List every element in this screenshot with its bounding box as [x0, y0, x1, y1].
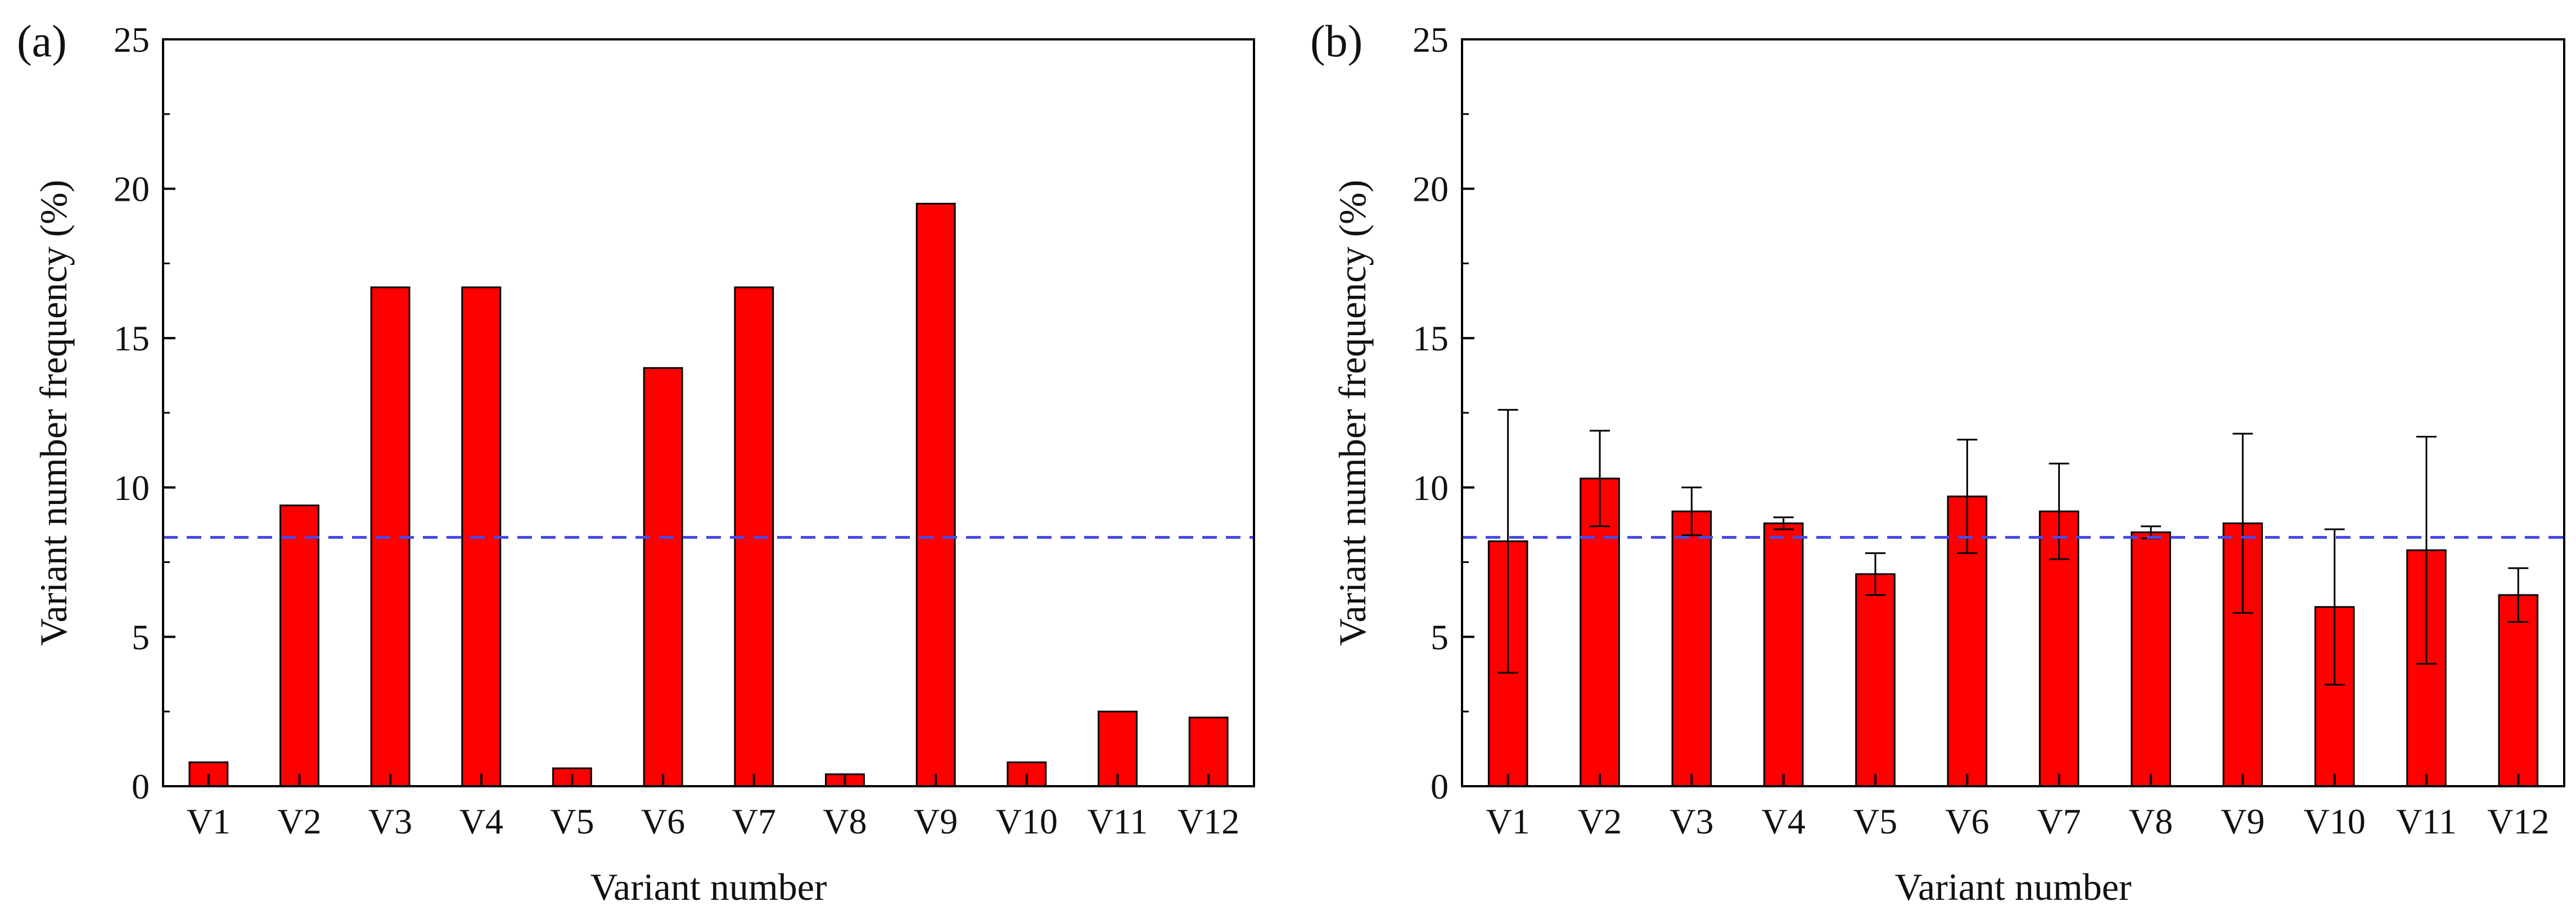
- x-tick-label-v4: V4: [459, 801, 503, 841]
- error-bar-v5: [1865, 552, 1885, 596]
- x-tick-label-v10: V10: [2304, 801, 2366, 841]
- x-tick-label-v2: V2: [1578, 801, 1622, 841]
- plot-frame: [162, 38, 1255, 787]
- x-tick-label-v12: V12: [1178, 801, 1239, 841]
- x-tick-label-v3: V3: [1670, 801, 1713, 841]
- y-tick-label: 15: [1413, 318, 1449, 358]
- panel-b: (b) 0 5 10 15 20 25 V1 V2 V3 V4 V5 V6 V7 V8 V9 V10 V11 V…: [1310, 17, 2565, 908]
- bar-v11: [1098, 710, 1138, 787]
- x-axis-label: Variant number: [1894, 866, 2131, 908]
- error-bar-v4: [1773, 516, 1794, 530]
- y-tick-label: 10: [1413, 468, 1449, 508]
- error-bar-v2: [1590, 430, 1610, 528]
- x-tick-label-v5: V5: [550, 801, 594, 841]
- x-tick-label-v10: V10: [996, 801, 1058, 841]
- bar-v3: [1671, 510, 1712, 787]
- y-tick-label: 25: [1413, 20, 1449, 60]
- x-tick-label-v8: V8: [823, 801, 867, 841]
- bar-v4: [1763, 522, 1804, 787]
- panel-a: (a) 0 5 10 15 20 25 V1 V2 V3 V4 V5 V6 V7 V8 V9 V10 V11 V…: [17, 17, 1255, 908]
- error-bar-v7: [2049, 462, 2069, 560]
- x-tick-label-v6: V6: [1945, 801, 1989, 841]
- bar-v2: [279, 504, 319, 787]
- error-bar-v6: [1957, 439, 1978, 555]
- x-tick-label-v2: V2: [277, 801, 321, 841]
- x-tick-label-v8: V8: [2129, 801, 2173, 841]
- x-tick-label-v1: V1: [1486, 801, 1530, 841]
- bar-v2: [1580, 477, 1620, 787]
- y-tick-label: 10: [114, 468, 150, 508]
- x-tick-label-v4: V4: [1762, 801, 1806, 841]
- x-tick-label-v11: V11: [1088, 801, 1148, 841]
- x-tick-label-v12: V12: [2487, 801, 2549, 841]
- x-tick-label-v7: V7: [2037, 801, 2081, 841]
- x-tick-label-v3: V3: [368, 801, 412, 841]
- y-tick-label: 0: [1431, 767, 1449, 806]
- y-tick-label: 5: [132, 617, 150, 657]
- x-tick-label-v11: V11: [2396, 801, 2457, 841]
- y-tick-label: 20: [1413, 169, 1449, 209]
- error-bar-v9: [2232, 432, 2253, 614]
- plot-frame: [1461, 38, 2565, 787]
- bar-v12: [2498, 594, 2539, 787]
- panel-label: (a): [17, 17, 67, 66]
- y-tick-label: 20: [114, 169, 150, 209]
- y-tick-label: 5: [1431, 617, 1449, 657]
- bar-v9: [915, 202, 956, 787]
- bar-v8: [2131, 531, 2171, 787]
- x-axis-label: Variant number: [590, 866, 827, 908]
- error-bar-v3: [1681, 486, 1702, 537]
- x-tick-label-v7: V7: [732, 801, 776, 841]
- y-tick-label: 15: [114, 318, 150, 358]
- error-bar-v12: [2508, 567, 2529, 623]
- y-tick-label: 0: [132, 767, 150, 806]
- y-tick-label: 25: [114, 20, 150, 60]
- x-tick-label-v5: V5: [1853, 801, 1897, 841]
- error-bar-v10: [2324, 528, 2345, 686]
- x-tick-label-v6: V6: [641, 801, 685, 841]
- error-bar-v11: [2416, 435, 2437, 665]
- y-axis-label: Variant number frequency (%): [32, 180, 75, 646]
- error-bar-v1: [1497, 409, 1518, 674]
- bar-v5: [1855, 573, 1896, 787]
- x-tick-label-v9: V9: [2221, 801, 2264, 841]
- x-tick-label-v9: V9: [914, 801, 958, 841]
- bar-v6: [643, 367, 683, 787]
- y-axis-label: Variant number frequency (%): [1331, 180, 1374, 646]
- panel-label: (b): [1310, 17, 1363, 66]
- x-tick-label-v1: V1: [187, 801, 231, 841]
